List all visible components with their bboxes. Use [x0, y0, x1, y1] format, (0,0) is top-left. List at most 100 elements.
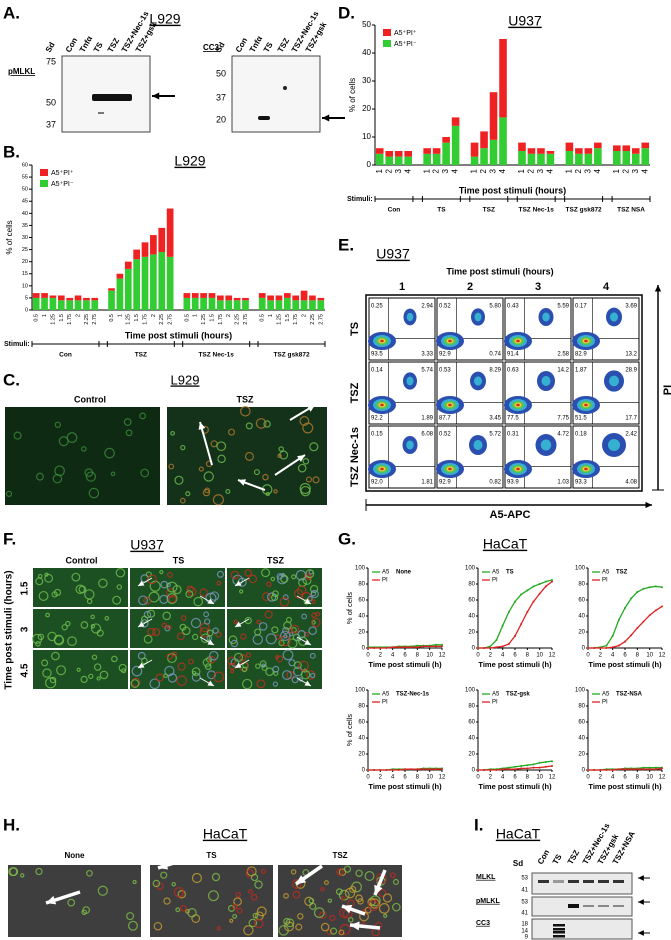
point: [617, 768, 620, 771]
y-tick-label: 40: [358, 736, 365, 742]
arrow-head: [235, 662, 242, 668]
panel-title: HaCaT: [203, 826, 248, 842]
point: [532, 600, 535, 603]
lane-label: Con: [64, 36, 80, 54]
y-tick-label: 0: [362, 768, 366, 774]
cell: [343, 865, 352, 873]
lane-label: Sd: [214, 41, 227, 54]
point: [611, 769, 614, 771]
density: [380, 339, 384, 343]
column-label: 3: [535, 281, 541, 293]
x-tick-label: 1: [422, 168, 431, 173]
cell: [80, 675, 88, 684]
band: [98, 112, 104, 114]
point: [379, 769, 382, 771]
x-tick-label: 8: [526, 775, 530, 781]
bar-segment: [158, 227, 166, 252]
point: [538, 583, 541, 585]
point: [397, 769, 400, 771]
bar-segment: [183, 293, 191, 298]
arrow-head: [297, 455, 305, 462]
bar-segment: [309, 295, 316, 301]
cell: [357, 898, 364, 905]
cell: [307, 595, 313, 602]
cell: [309, 442, 319, 452]
cell: [355, 894, 363, 903]
y-tick-label: 100: [575, 566, 586, 572]
bar-segment: [74, 295, 82, 301]
cell: [239, 654, 247, 662]
panel-title: L929: [171, 372, 200, 387]
cell: [338, 929, 345, 936]
quadrant-value: 91.4: [507, 352, 519, 358]
quadrant-value: 4.72: [557, 432, 569, 438]
point: [617, 619, 620, 621]
point: [373, 647, 376, 649]
cell: [291, 879, 302, 889]
cell: [86, 598, 93, 605]
flow-frame: [365, 294, 643, 492]
quadrant-value: 0.43: [507, 304, 519, 310]
cell: [80, 621, 89, 629]
y-tick-label: 5: [25, 295, 28, 301]
bar-segment: [150, 254, 157, 310]
cell: [174, 475, 184, 485]
mw-marker: 18: [521, 922, 528, 928]
lane-label: Tnfα: [248, 34, 265, 54]
point: [495, 646, 498, 649]
cell: [339, 923, 351, 935]
y-tick-label: 40: [358, 614, 365, 620]
cell: [299, 482, 311, 495]
quadrant-value: 3.69: [625, 304, 637, 310]
row-label: TSZ Nec-1s: [349, 427, 361, 487]
quadrant-value: 1.87: [575, 368, 587, 374]
band: [568, 880, 579, 883]
x-tick-label: 4: [498, 168, 507, 173]
y-tick-label: 80: [358, 582, 365, 588]
bar-segment: [584, 148, 593, 154]
cell: [131, 665, 143, 677]
x-tick-label: 4: [501, 775, 505, 781]
y-tick-label: 0: [472, 768, 476, 774]
lane-label: TS: [551, 852, 564, 866]
bar-segment: [49, 297, 57, 310]
density: [516, 339, 520, 343]
cell: [243, 925, 254, 936]
x-tick-label: 0: [586, 775, 590, 781]
cell: [227, 656, 236, 666]
x-tick-label: 12: [549, 653, 556, 659]
legend-label: A5: [492, 692, 500, 698]
y-tick-label: 0: [367, 160, 372, 169]
point: [544, 585, 547, 588]
band: [613, 905, 624, 907]
cell: [228, 428, 236, 436]
x-tick-label: 10: [536, 653, 543, 659]
density: [610, 312, 618, 322]
bar-segment: [183, 297, 191, 310]
point: [404, 646, 406, 649]
cell: [271, 626, 279, 634]
legend-label: PI: [382, 700, 388, 706]
legend-label: A5: [602, 570, 610, 576]
cell: [236, 907, 243, 914]
cell: [313, 907, 325, 919]
panel-letter: B.: [3, 142, 20, 161]
cell: [206, 670, 216, 680]
group-label: TSZ Nec-1s: [198, 352, 234, 359]
x-tick-label: 1.5: [209, 314, 215, 322]
cell: [308, 626, 317, 635]
cell: [255, 418, 267, 429]
x-tick-label: 4: [611, 653, 615, 659]
x-tick-label: 1.75: [67, 314, 73, 325]
arrow-head: [654, 285, 662, 292]
arrow-head: [207, 639, 214, 645]
y-tick-label: 40: [468, 614, 475, 620]
point: [514, 768, 516, 771]
bar-segment: [83, 297, 90, 301]
lane-label: Sd: [513, 859, 523, 868]
point: [532, 585, 535, 588]
cell: [203, 471, 214, 482]
blot: [531, 872, 633, 895]
x-tick-label: 1.75: [218, 314, 224, 325]
cell: [168, 594, 177, 604]
